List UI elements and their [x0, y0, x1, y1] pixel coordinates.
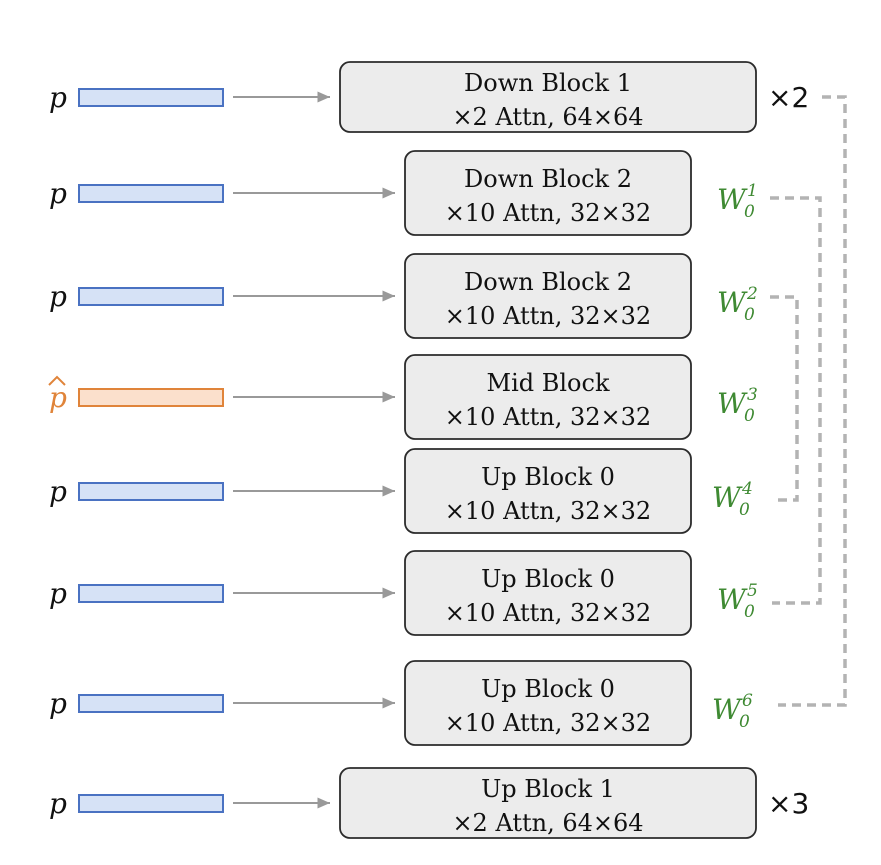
- input-symbol-p: p: [49, 475, 67, 508]
- prompt-embedding-bar: [78, 694, 224, 713]
- input-symbol-p: p: [49, 177, 67, 210]
- weight-superscript: 6: [742, 691, 753, 711]
- connector-outer: [778, 95, 847, 707]
- weight-superscript: 2: [746, 284, 758, 304]
- weight-symbol: W 50: [717, 581, 758, 622]
- layer-row: p Up Block 0 ×10 Attn, 32×32 W 40: [49, 448, 753, 534]
- weight-symbol: W 30: [717, 385, 758, 426]
- weight-subscript: 0: [739, 500, 750, 520]
- weight-superscript: 4: [741, 479, 753, 499]
- weight-symbol: W 20: [717, 284, 758, 325]
- block-title: Up Block 1: [481, 775, 615, 803]
- block-detail: ×10 Attn, 32×32: [445, 403, 651, 431]
- block-detail: ×10 Attn, 32×32: [445, 709, 651, 737]
- weight-base: W: [712, 481, 743, 514]
- unet-block: [404, 660, 692, 746]
- weight-symbol: W 60: [712, 691, 753, 732]
- block-detail: ×2 Attn, 64×64: [452, 809, 643, 837]
- weight-base: W: [717, 286, 748, 319]
- connector-middle: [770, 196, 822, 605]
- unet-block: [404, 354, 692, 440]
- unet-block: [339, 767, 757, 839]
- weight-symbol: W 10: [717, 181, 758, 222]
- block-detail: ×10 Attn, 32×32: [445, 497, 651, 525]
- block-title: Down Block 1: [464, 69, 632, 97]
- layer-row: p Down Block 2 ×10 Attn, 32×32 W 20: [49, 253, 758, 339]
- block-detail: ×10 Attn, 32×32: [445, 599, 651, 627]
- prompt-embedding-bar: [78, 482, 224, 501]
- block-detail: ×2 Attn, 64×64: [452, 103, 643, 131]
- weight-subscript: 0: [744, 305, 755, 325]
- weight-subscript: 0: [744, 602, 755, 622]
- layer-row: p Up Block 1 ×2 Attn, 64×64 ×3: [49, 767, 809, 839]
- weight-base: W: [712, 693, 743, 726]
- layer-row: p Down Block 2 ×10 Attn, 32×32 W 10: [49, 150, 758, 236]
- weight-subscript: 0: [739, 712, 750, 732]
- prompt-embedding-bar: [78, 794, 224, 813]
- unet-block: [404, 150, 692, 236]
- prompt-embedding-bar: [78, 184, 224, 203]
- block-title: Down Block 2: [464, 165, 632, 193]
- weight-symbol: W 40: [712, 479, 753, 520]
- prompt-embedding-bar-modified: [78, 388, 224, 407]
- weight-subscript: 0: [744, 406, 755, 426]
- layer-row: p Up Block 0 ×10 Attn, 32×32 W 50: [49, 550, 758, 636]
- weight-superscript: 3: [747, 385, 758, 405]
- block-title: Up Block 0: [481, 565, 615, 593]
- block-detail: ×10 Attn, 32×32: [445, 302, 651, 330]
- prompt-embedding-bar: [78, 287, 224, 306]
- layer-row: p Down Block 1 ×2 Attn, 64×64 ×2: [49, 61, 809, 133]
- repeat-count-label: ×3: [768, 787, 809, 820]
- block-detail: ×10 Attn, 32×32: [445, 199, 651, 227]
- weight-base: W: [717, 183, 748, 216]
- weight-subscript: 0: [744, 202, 755, 222]
- weight-superscript: 1: [747, 181, 758, 201]
- block-title: Down Block 2: [464, 268, 632, 296]
- input-symbol-p: p: [49, 81, 67, 114]
- unet-block: [404, 253, 692, 339]
- hat-accent-icon: [48, 375, 66, 386]
- input-symbol-p: p: [49, 280, 67, 313]
- connector-inner: [770, 295, 799, 502]
- unet-block: [404, 448, 692, 534]
- unet-block: [339, 61, 757, 133]
- block-title: Mid Block: [487, 369, 610, 397]
- prompt-embedding-bar: [78, 88, 224, 107]
- input-symbol-p: p: [49, 787, 67, 820]
- weight-superscript: 5: [747, 581, 758, 601]
- input-symbol-p-hat: p: [49, 381, 67, 414]
- unet-block: [404, 550, 692, 636]
- layer-row: p Mid Block ×10 Attn, 32×32 W 30: [48, 354, 758, 440]
- input-symbol-p: p: [49, 577, 67, 610]
- block-title: Up Block 0: [481, 675, 615, 703]
- prompt-embedding-bar: [78, 584, 224, 603]
- repeat-count-label: ×2: [768, 81, 809, 114]
- layer-row: p Up Block 0 ×10 Attn, 32×32 W 60: [49, 660, 753, 746]
- block-title: Up Block 0: [481, 463, 615, 491]
- weight-base: W: [717, 583, 748, 616]
- input-symbol-p: p: [49, 687, 67, 720]
- weight-base: W: [717, 387, 748, 420]
